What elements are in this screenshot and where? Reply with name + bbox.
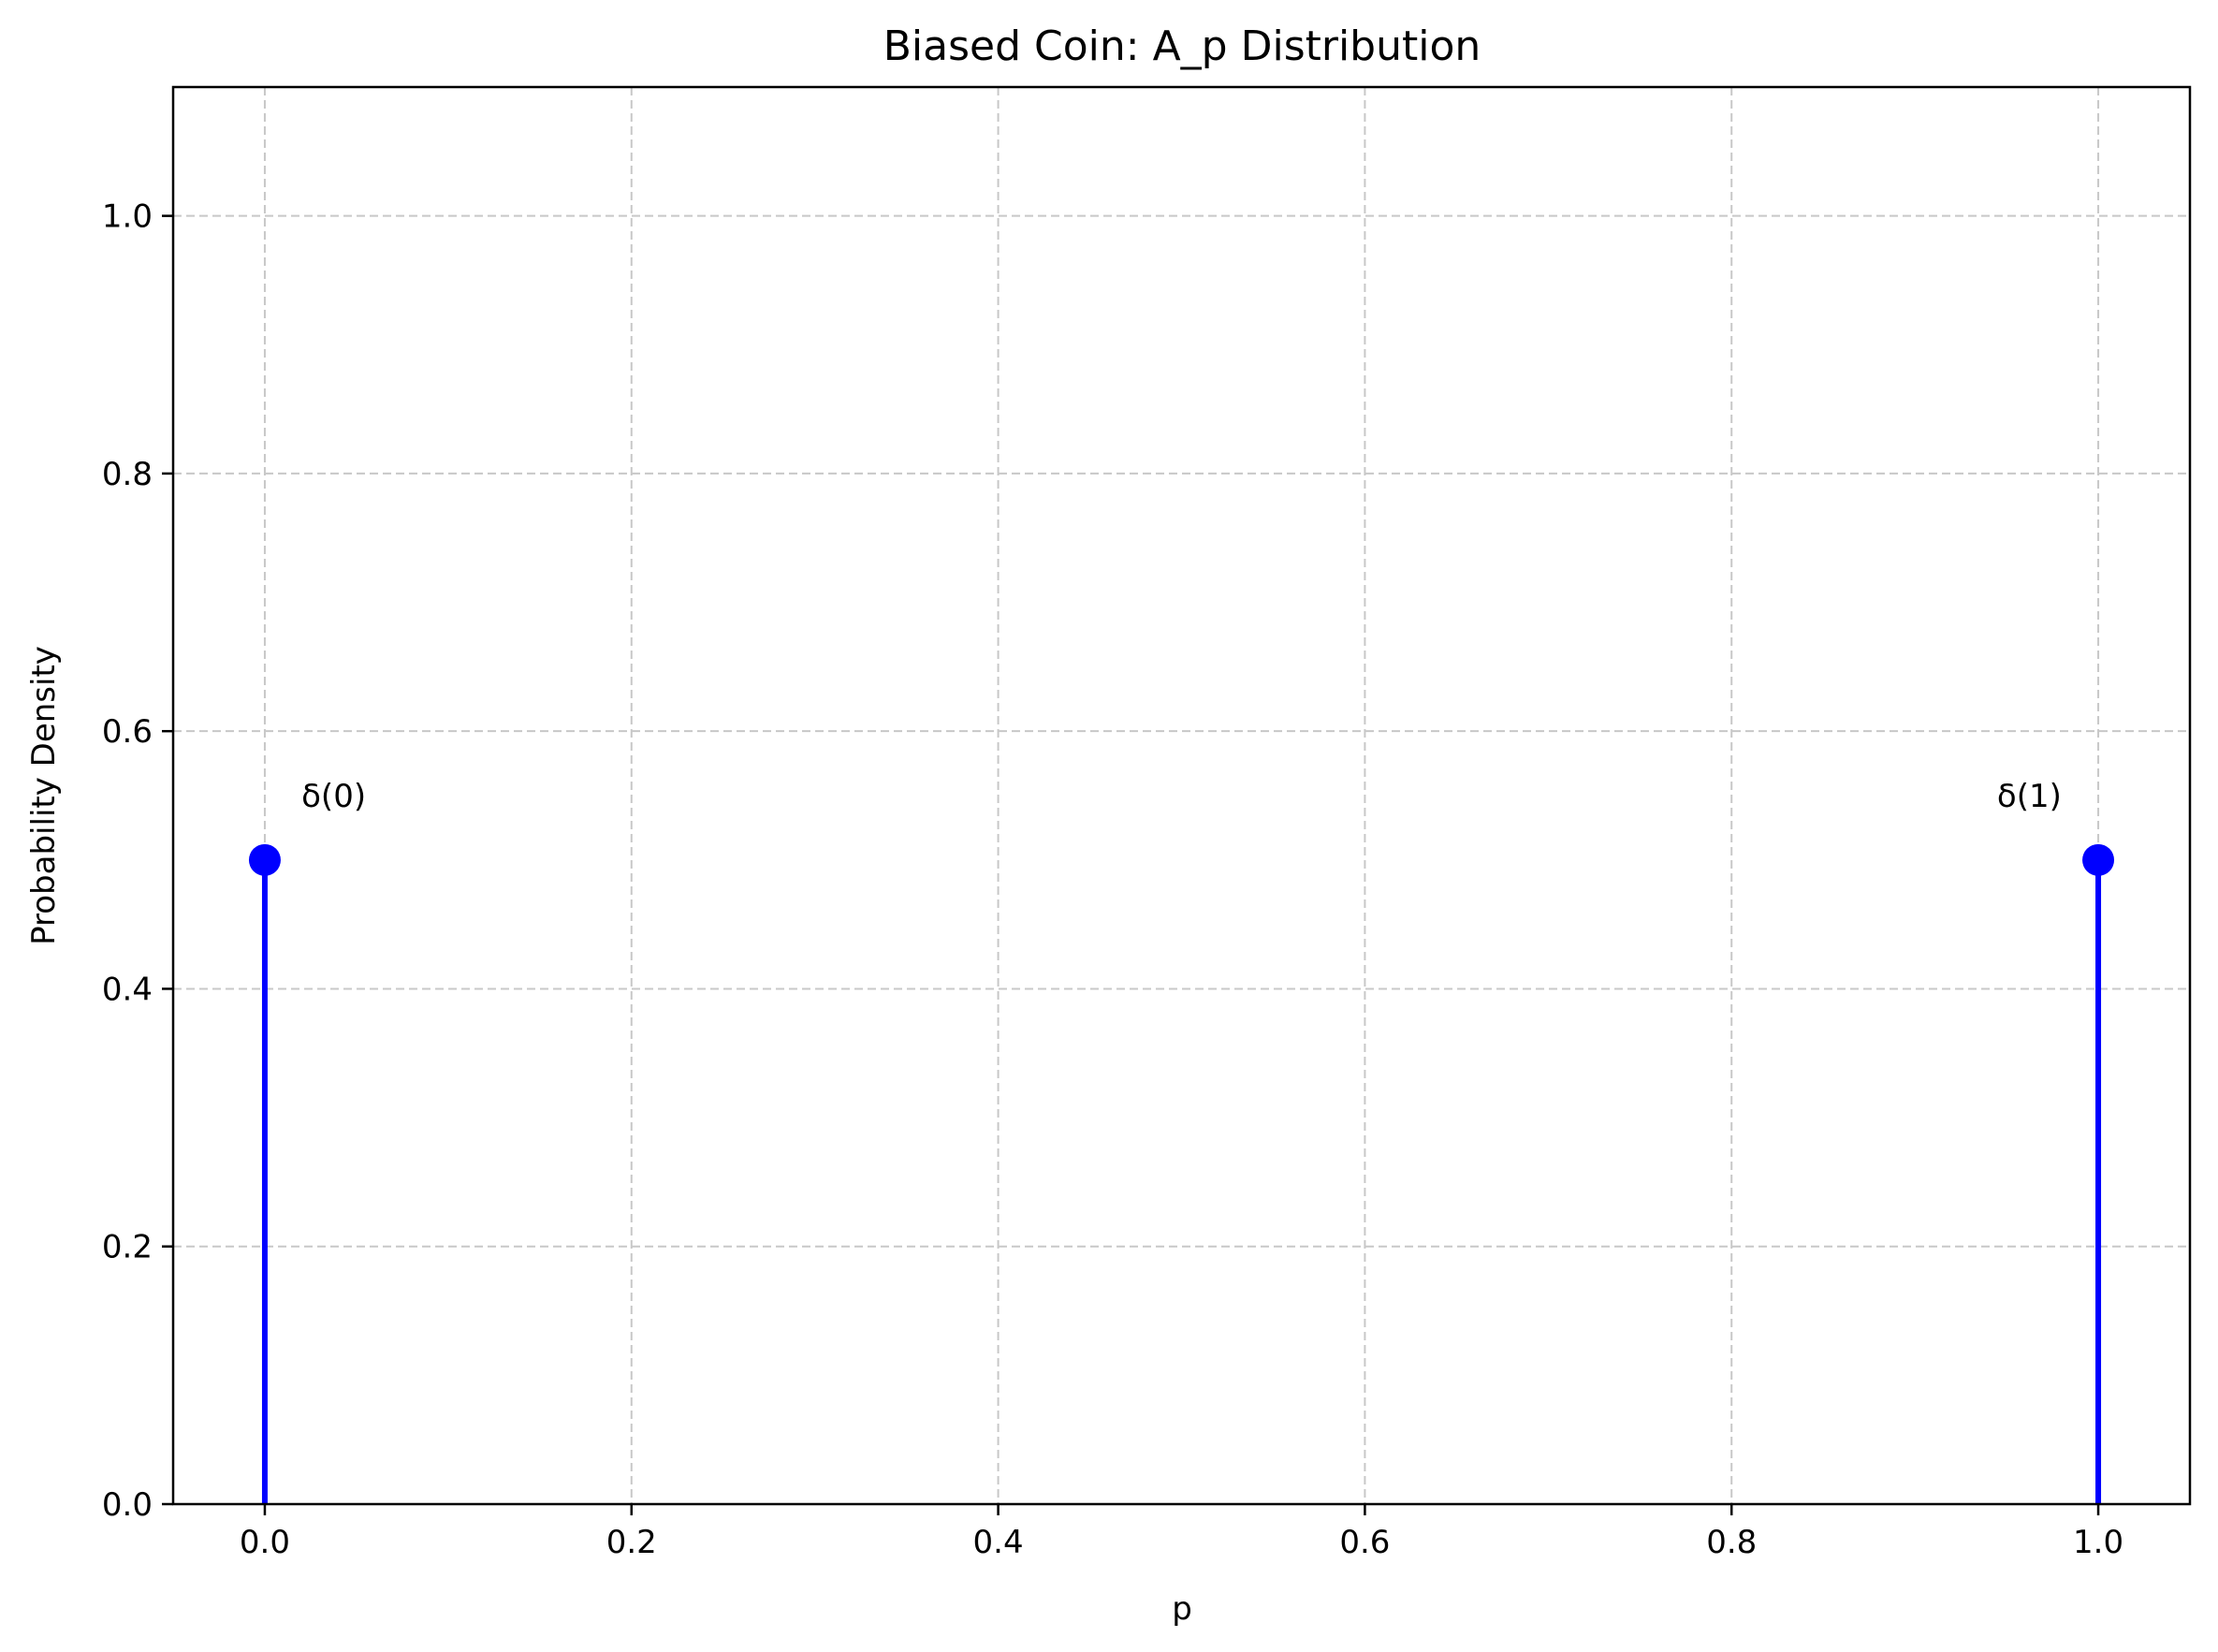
x-tick-label: 0.6 [1339, 1524, 1390, 1561]
grid-lines [173, 87, 2190, 1505]
y-axis-title: Probability Density [25, 646, 63, 945]
x-tick-label: 0.8 [1706, 1524, 1757, 1561]
y-tick-label: 0.0 [102, 1486, 153, 1524]
stems [248, 843, 2115, 1504]
x-tick-label: 1.0 [2073, 1524, 2123, 1561]
y-tick-label: 0.4 [102, 971, 153, 1008]
y-tick-label: 0.8 [102, 456, 153, 493]
chart-title: Biased Coin: A_p Distribution [883, 22, 1481, 70]
stem-marker [248, 843, 281, 876]
y-tick-label: 1.0 [102, 198, 153, 236]
annotation-label: δ(0) [301, 778, 366, 815]
x-tick-label: 0.2 [606, 1524, 657, 1561]
stem-marker [2082, 843, 2115, 876]
annotations: δ(0) δ(1) [301, 778, 2062, 815]
x-axis-ticks: 0.0 0.2 0.4 0.6 0.8 1.0 [240, 1504, 2123, 1561]
x-tick-label: 0.0 [240, 1524, 290, 1561]
x-tick-label: 0.4 [973, 1524, 1024, 1561]
x-axis-title: p [1172, 1590, 1192, 1628]
y-tick-label: 0.2 [102, 1229, 153, 1266]
annotation-label: δ(1) [1997, 778, 2062, 815]
y-axis-ticks: 0.0 0.2 0.4 0.6 0.8 1.0 [102, 198, 173, 1524]
y-tick-label: 0.6 [102, 713, 153, 751]
plot-frame [171, 85, 2192, 1506]
